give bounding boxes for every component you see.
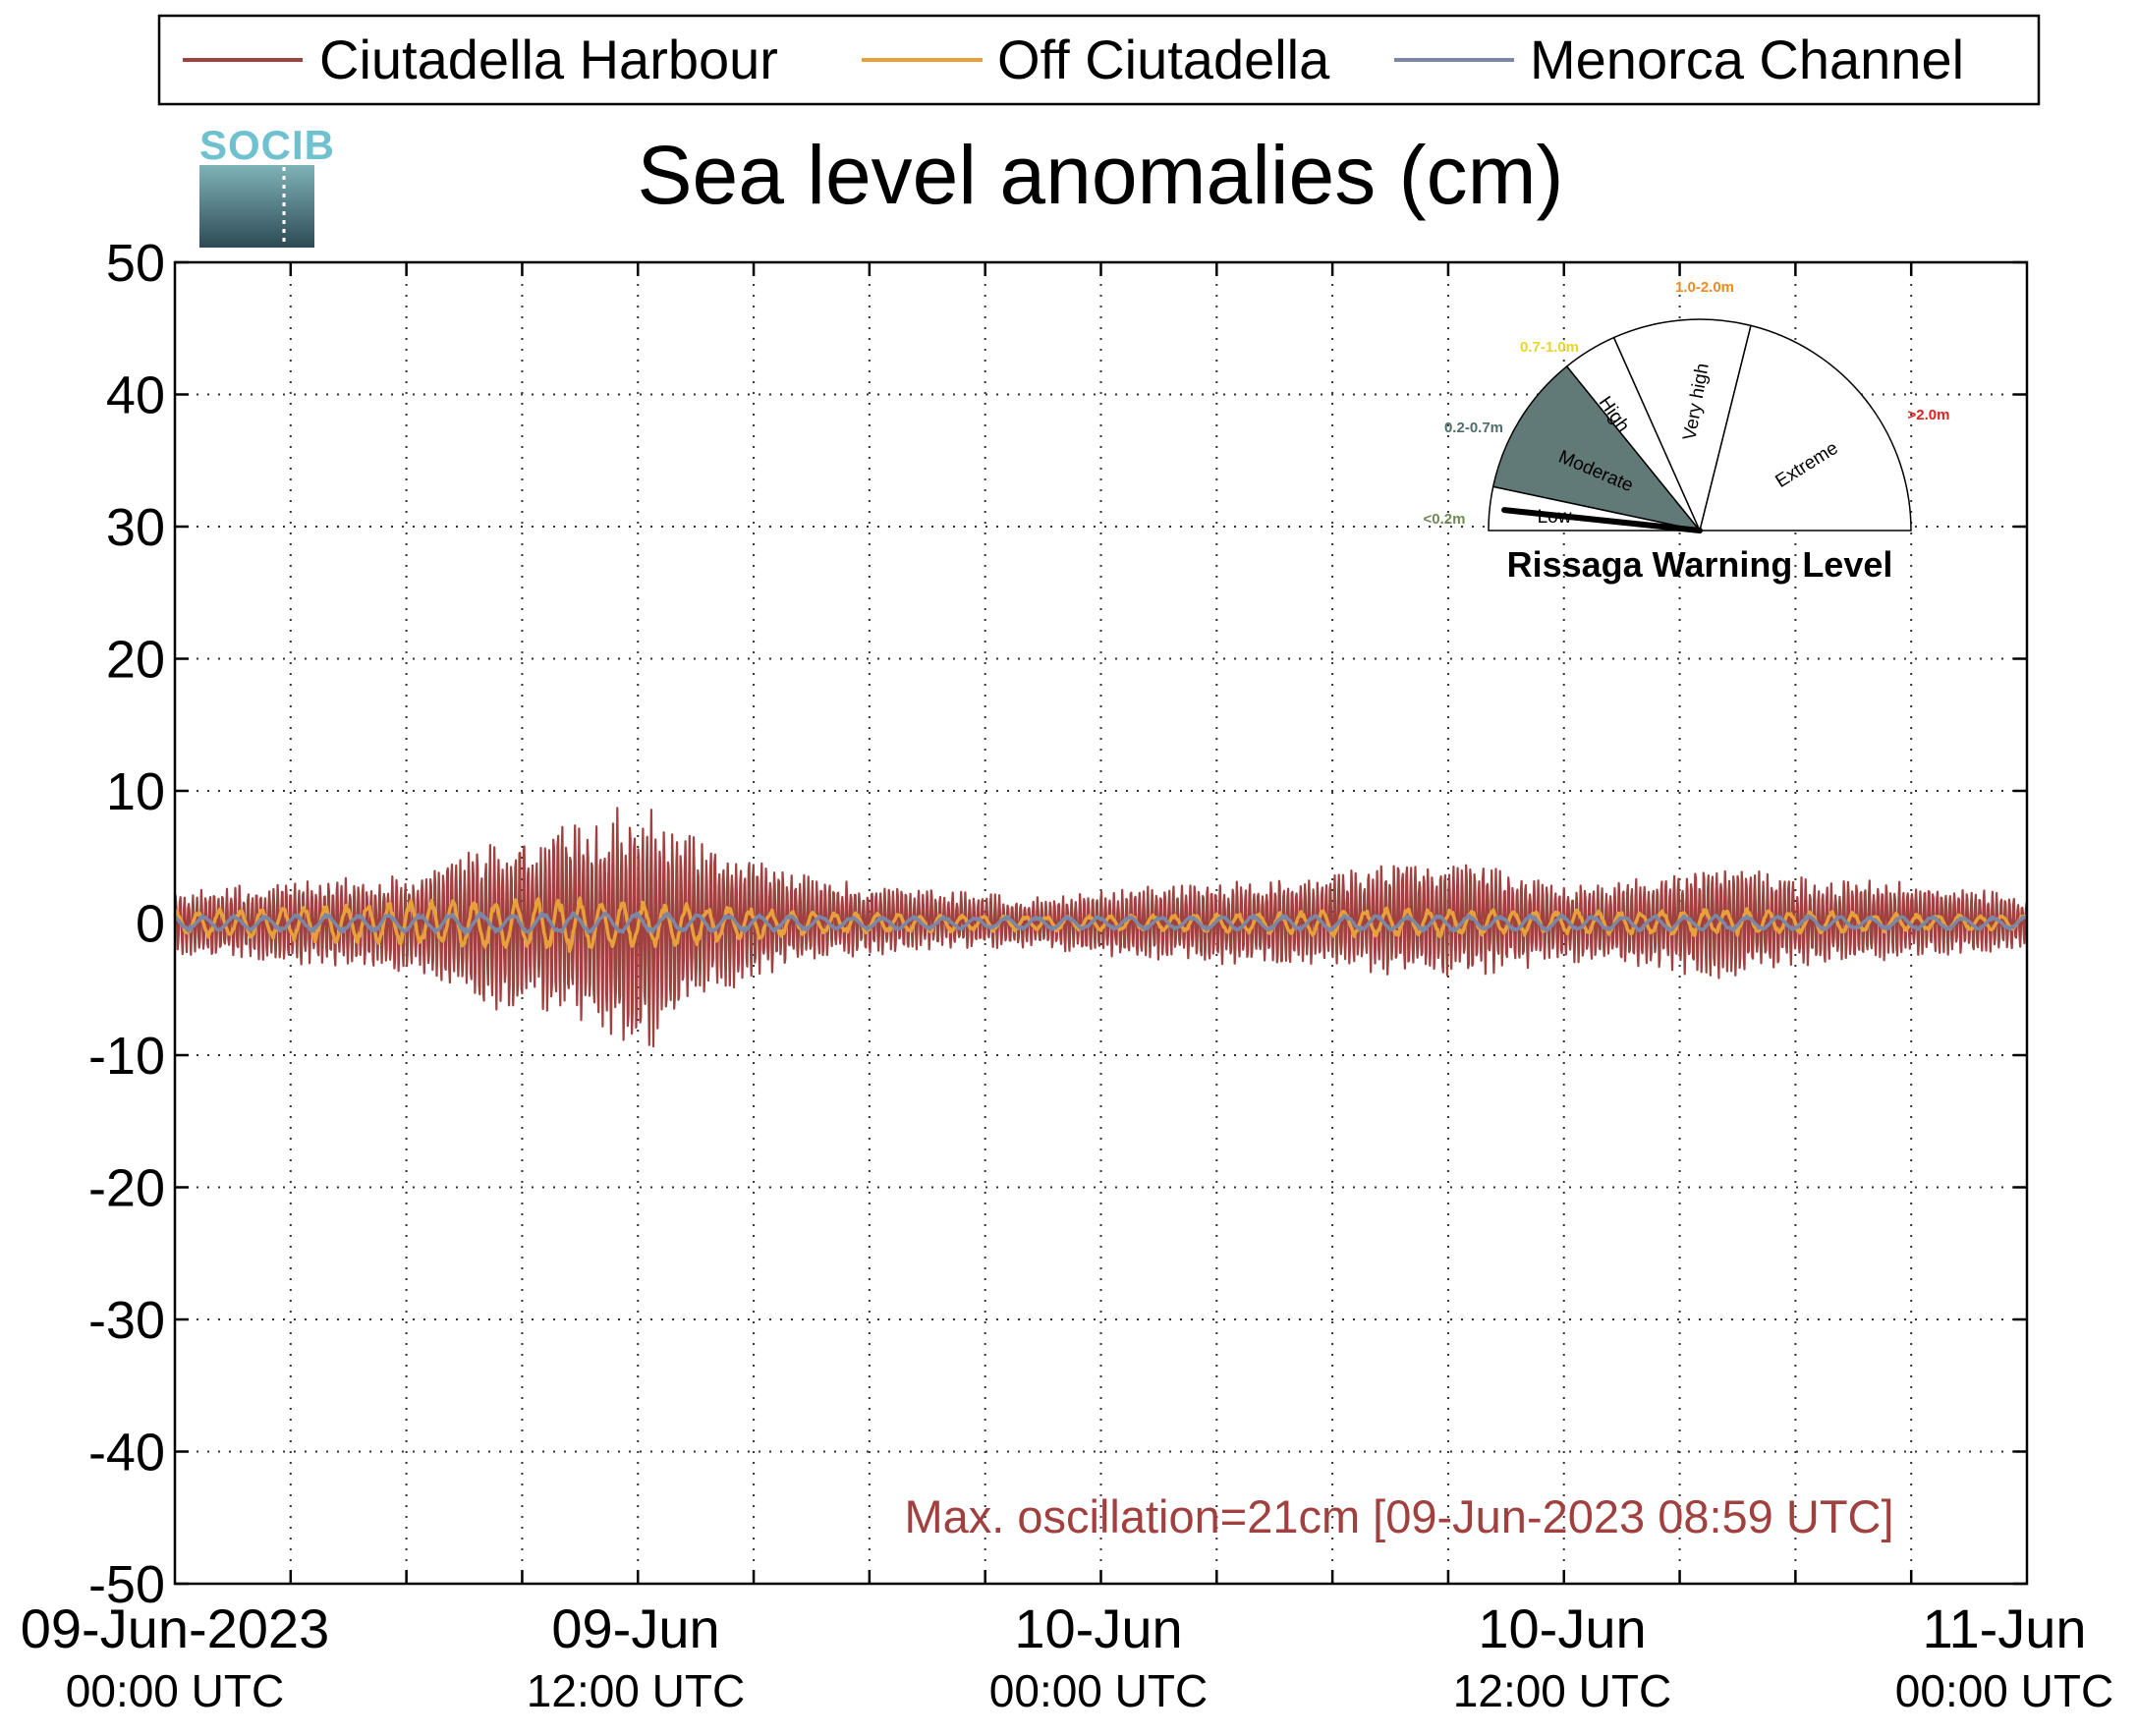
legend-label-menorca-channel: Menorca Channel [1530,28,1964,90]
y-axis-ticks: 50 40 30 20 10 0 -10 -20 -30 -40 -50 [88,234,2027,1614]
socib-logo: SOCIB [199,122,335,248]
x-tick-label-time: 00:00 UTC [1895,1665,2113,1716]
gauge-needle [1501,507,1703,533]
x-tick-label-time: 00:00 UTC [66,1665,284,1716]
rissaga-warning-gauge: LowModerateHighVery highExtreme<0.2m0.2-… [1424,279,1950,585]
y-tick-label: -50 [88,1555,165,1614]
legend-label-ciutadella-harbour: Ciutadella Harbour [319,28,778,90]
y-tick-label: -40 [88,1424,165,1483]
x-tick-label-time: 12:00 UTC [1453,1665,1671,1716]
gauge-range-label: >2.0m [1908,407,1950,423]
logo-water-block [199,165,314,248]
y-tick-label: 40 [106,366,165,425]
x-tick-label-date: 09-Jun-2023 [21,1597,329,1659]
series-line-menorca-channel [174,911,2027,935]
y-tick-label: 50 [106,234,165,293]
logo-text: SOCIB [199,122,335,168]
gauge-title: Rissaga Warning Level [1507,544,1893,585]
y-tick-label: -20 [88,1159,165,1218]
legend: Ciutadella Harbour Off Ciutadella Menorc… [157,14,2041,106]
legend-label-off-ciutadella: Off Ciutadella [997,28,1330,90]
y-tick-label: 10 [106,762,165,821]
max-oscillation-annotation: Max. oscillation=21cm [09-Jun-2023 08:59… [904,1490,1893,1542]
gauge-range-label: 0.2-0.7m [1444,420,1503,436]
y-tick-label: -30 [88,1291,165,1350]
series-line-off-ciutadella [173,896,2028,953]
plot-frame [173,260,2029,1586]
x-tick-label-time: 12:00 UTC [527,1665,745,1716]
gauge-sector-moderate [1491,364,1702,532]
y-tick-label: -10 [88,1027,165,1086]
x-tick-label-date: 11-Jun [1922,1597,2086,1659]
gauge-range-label: 0.7-1.0m [1520,339,1579,356]
series-lines [173,807,2028,1048]
y-tick-label: 30 [106,498,165,557]
y-tick-label: 20 [106,631,165,690]
gauge-range-label: <0.2m [1424,511,1466,528]
x-axis-ticks: 09-Jun-2023 00:00 UTC 09-Jun 12:00 UTC 10-Ju… [21,262,2113,1716]
gauge-range-label: 1.0-2.0m [1675,279,1734,296]
x-tick-label-date: 10-Jun [1014,1597,1182,1659]
chart-title: Sea level anomalies (cm) [637,129,1563,221]
gauge-sector-extreme [1699,324,1912,532]
legend-box [157,14,2041,106]
x-tick-label-time: 00:00 UTC [989,1665,1208,1716]
series-line-ciutadella-harbour [173,807,2028,1048]
gauge-sector-very-high [1612,318,1752,533]
x-tick-label-date: 09-Jun [551,1597,719,1659]
y-tick-label: 0 [136,895,165,954]
x-tick-label-date: 10-Jun [1478,1597,1646,1659]
